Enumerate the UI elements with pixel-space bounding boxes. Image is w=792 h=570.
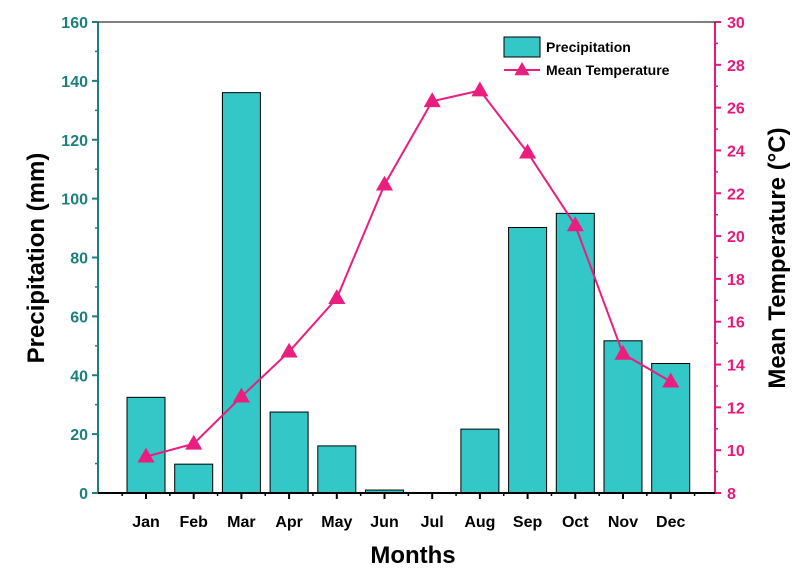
bar-oct <box>555 212 595 494</box>
legend-swatch-precipitation <box>503 36 541 58</box>
y-tick-label-right: 14 <box>727 358 745 375</box>
y-tick-label-left: 160 <box>61 15 88 32</box>
temperature-point-aug <box>471 81 489 97</box>
temperature-point-apr <box>280 342 298 358</box>
bar-dec <box>651 362 691 494</box>
bar-sep <box>508 226 548 494</box>
x-tick-label-dec: Dec <box>656 514 685 531</box>
x-tick-label-aug: Aug <box>464 514 495 531</box>
x-tick-label-jun: Jun <box>370 514 398 531</box>
x-tick-label-jul: Jul <box>421 514 444 531</box>
y-tick-label-right: 30 <box>727 15 745 32</box>
y-tick-label-right: 24 <box>727 143 745 160</box>
y-tick-label-right: 12 <box>727 400 745 417</box>
temperature-point-feb <box>185 434 203 450</box>
y-axis-title-left: Precipitation (mm) <box>23 153 50 364</box>
temperature-point-may <box>328 289 346 305</box>
x-tick-label-feb: Feb <box>179 514 208 531</box>
y-tick-label-left: 20 <box>70 427 88 444</box>
y-axis-title-right: Mean Temperature (°C) <box>764 127 791 388</box>
x-tick-label-mar: Mar <box>227 514 255 531</box>
temperature-point-nov <box>614 344 632 360</box>
tick-labels: 0 20 40 60 80 100 120 140 160 8 10 12 14 16 18 20 22 24 26… <box>61 15 745 531</box>
legend: Precipitation Mean Temperature <box>503 36 670 78</box>
y-tick-label-right: 20 <box>727 229 745 246</box>
y-tick-label-left: 100 <box>61 192 88 209</box>
temperature-line <box>137 81 680 463</box>
x-axis-title: Months <box>370 542 455 569</box>
temperature-point-jan <box>137 447 155 463</box>
y-tick-label-left: 60 <box>70 309 88 326</box>
x-tick-label-may: May <box>321 514 352 531</box>
x-tick-label-nov: Nov <box>608 514 638 531</box>
y-tick-label-right: 28 <box>727 58 745 75</box>
x-tick-label-apr: Apr <box>275 514 303 531</box>
y-tick-label-right: 16 <box>727 315 745 332</box>
legend-label-temperature: Mean Temperature <box>546 62 670 78</box>
axes <box>92 21 721 499</box>
precipitation-bars <box>126 92 691 494</box>
bar-feb <box>174 463 214 494</box>
temperature-point-mar <box>232 387 250 403</box>
x-tick-label-sep: Sep <box>513 514 543 531</box>
y-tick-label-right: 10 <box>727 443 745 460</box>
y-tick-label-left: 80 <box>70 251 88 268</box>
temperature-point-dec <box>662 372 680 388</box>
bar-may <box>317 445 357 494</box>
y-tick-label-left: 40 <box>70 368 88 385</box>
temperature-point-jul <box>423 92 441 108</box>
bar-nov <box>603 340 643 494</box>
x-tick-label-oct: Oct <box>562 514 589 531</box>
temperature-point-sep <box>519 143 537 159</box>
y-tick-label-left: 140 <box>61 74 88 91</box>
bar-apr <box>269 411 309 494</box>
y-tick-label-right: 26 <box>727 101 745 118</box>
y-tick-label-left: 120 <box>61 133 88 150</box>
temperature-polyline <box>145 89 672 458</box>
y-tick-label-right: 18 <box>727 272 745 289</box>
bar-jan <box>126 396 166 494</box>
y-tick-label-right: 8 <box>727 486 736 503</box>
y-tick-label-right: 22 <box>727 186 745 203</box>
temperature-point-jun <box>375 175 394 191</box>
legend-label-precipitation: Precipitation <box>546 39 631 55</box>
bar-mar <box>221 92 261 494</box>
x-tick-label-jan: Jan <box>132 514 160 531</box>
bar-aug <box>460 428 500 494</box>
y-tick-label-left: 0 <box>79 486 88 503</box>
temperature-point-oct <box>566 216 584 232</box>
legend-marker-temperature <box>514 62 530 76</box>
